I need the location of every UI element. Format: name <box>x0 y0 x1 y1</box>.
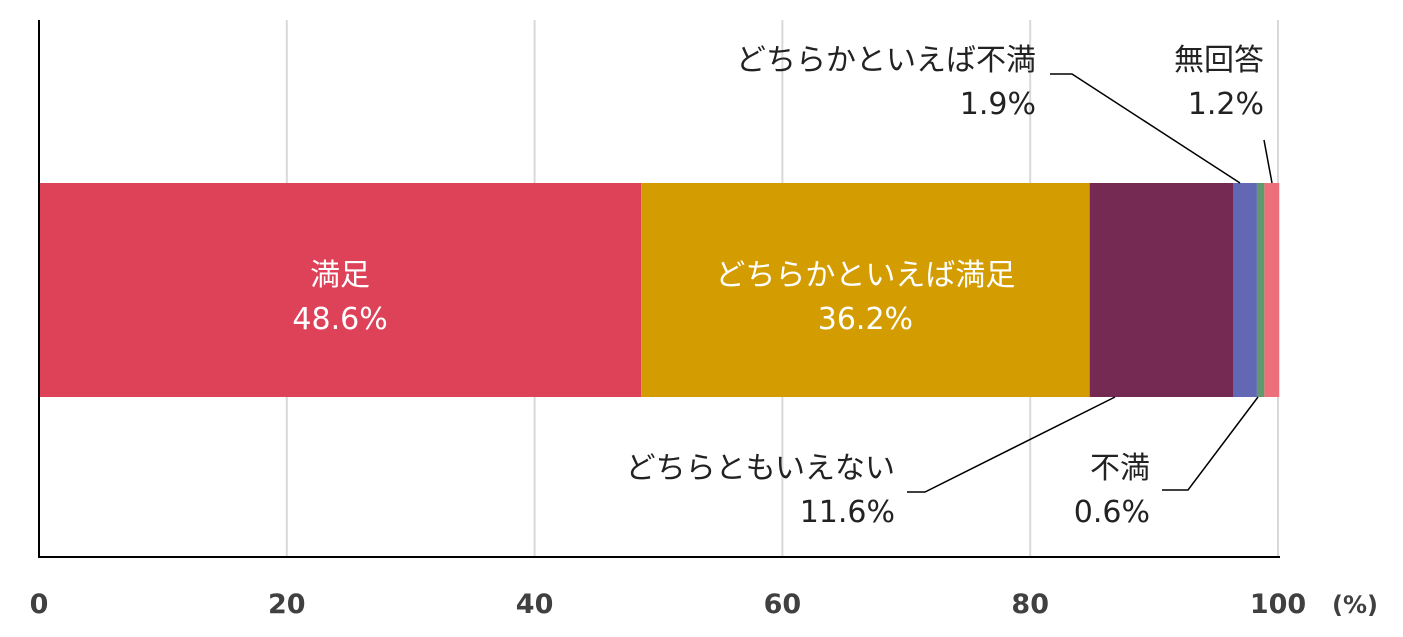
data-label: どちらともいえない 11.6% <box>626 451 895 530</box>
x-tick-label: 40 <box>516 589 554 620</box>
callout-line <box>1263 139 1273 184</box>
x-tick-label: 80 <box>1011 589 1049 620</box>
x-tick-label: 60 <box>764 589 802 620</box>
bar-segment <box>39 183 642 397</box>
bar-segment <box>641 183 1090 397</box>
bar-segment <box>1089 183 1234 397</box>
x-tick-labels: 0 20 40 60 80 100 <box>30 589 1307 620</box>
bar-segment <box>1264 183 1280 397</box>
data-label: 無回答 1.2% <box>1174 43 1264 122</box>
x-axis-unit-label: (%) <box>1332 591 1378 619</box>
data-label: 満足 48.6% <box>292 258 387 337</box>
x-tick-label: 20 <box>268 589 306 620</box>
bar-segment <box>1256 183 1265 397</box>
x-tick-label: 100 <box>1250 589 1306 620</box>
callout-line <box>1162 396 1259 491</box>
callout-line <box>1050 73 1241 184</box>
axes <box>38 20 1280 558</box>
bar-segment <box>1233 183 1257 397</box>
callout-line <box>907 396 1116 493</box>
data-label: どちらかといえば不満 1.9% <box>736 43 1036 122</box>
bar-segments <box>39 183 1280 397</box>
data-labels: 満足 48.6% どちらかといえば満足 36.2% どちらともいえない 11.6% どちらか… <box>292 43 1264 530</box>
data-label: どちらかといえば満足 36.2% <box>715 258 1015 337</box>
data-label: 不満 0.6% <box>1074 451 1150 530</box>
callout-lines <box>907 73 1273 493</box>
x-tick-label: 0 <box>30 589 49 620</box>
